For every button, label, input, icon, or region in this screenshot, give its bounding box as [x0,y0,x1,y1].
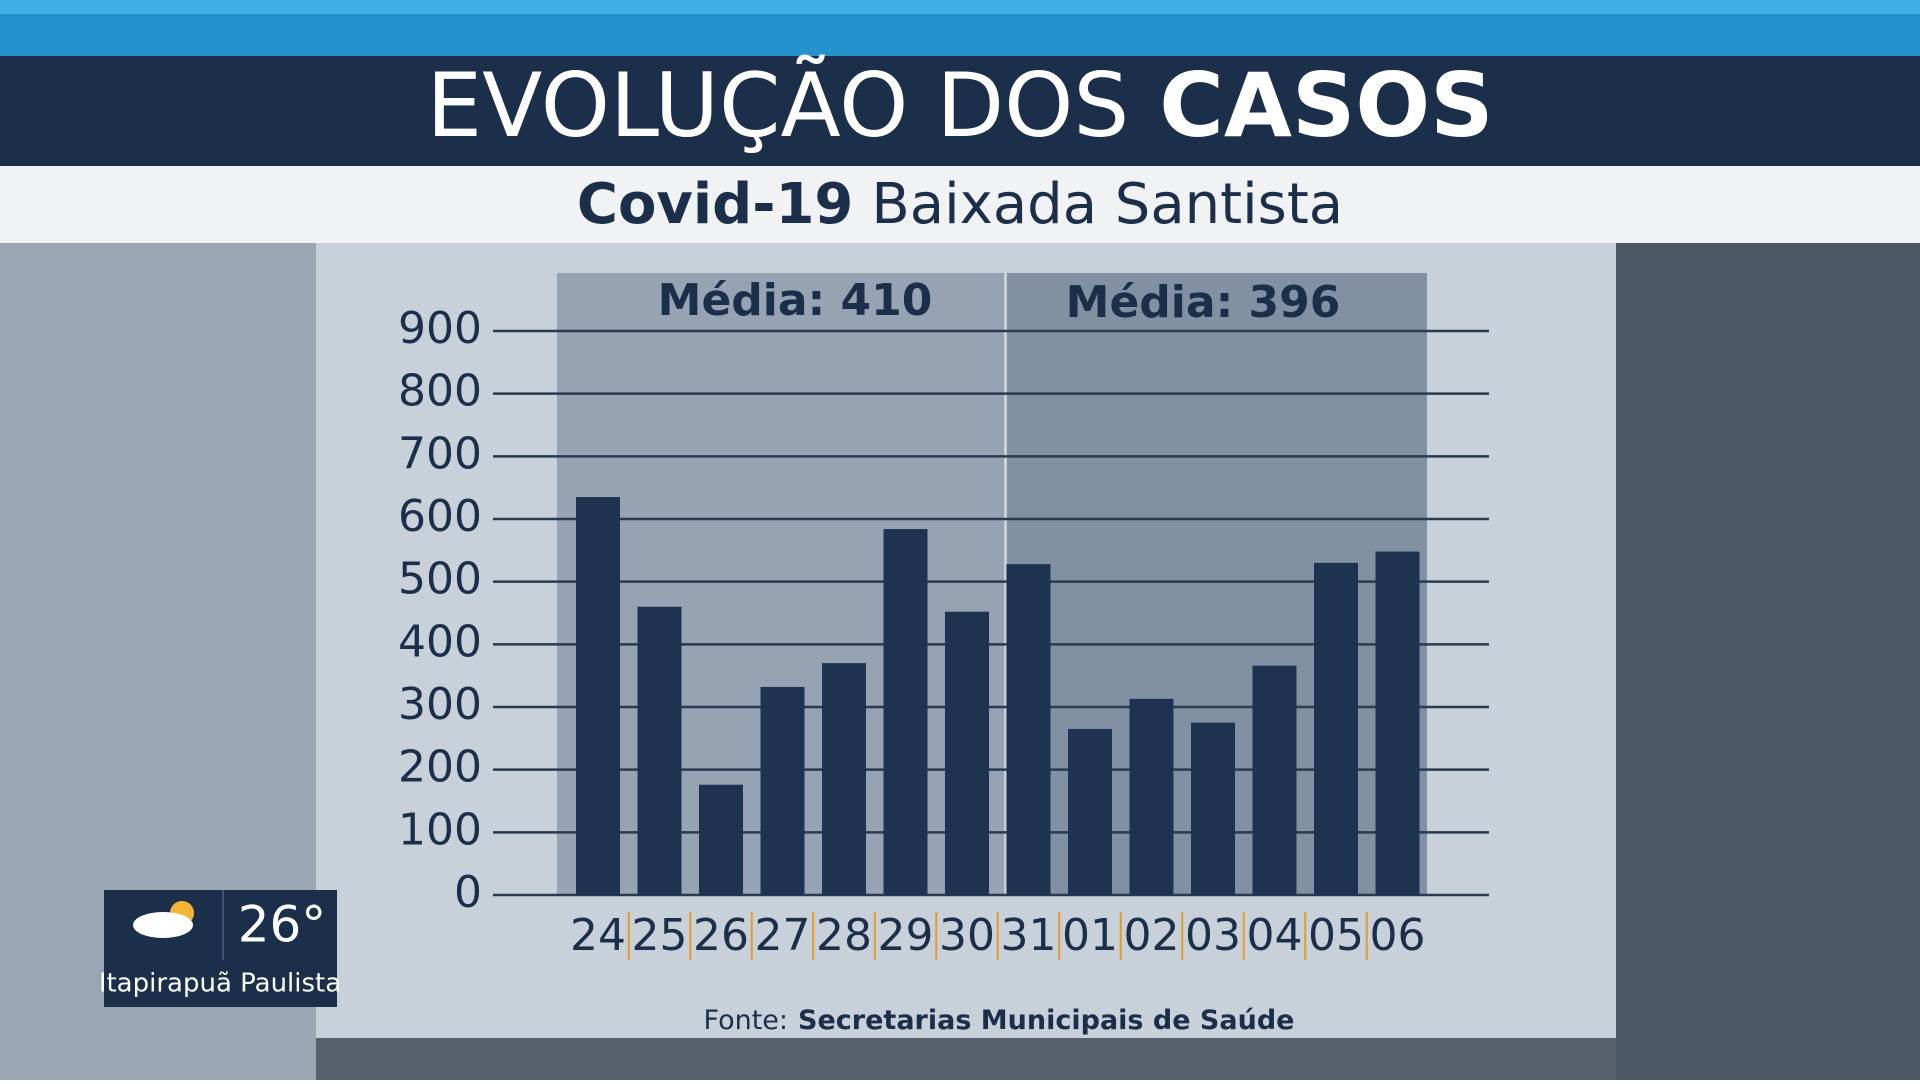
bar [883,529,928,895]
x-tick-label: 30 [939,910,995,961]
chart-subtitle: Covid-19 Baixada Santista [577,172,1343,237]
subtitle-bold: Covid-19 [577,172,854,237]
bar [576,497,620,895]
bar [760,686,805,895]
y-tick-label: 500 [398,554,482,605]
title-band [0,56,1920,166]
x-tick-label: 29 [878,910,934,961]
y-tick-label: 800 [398,366,482,417]
y-tick-label: 400 [398,616,482,667]
title-bold: CASOS [1159,54,1493,157]
weather-box [104,890,337,1007]
bar [1006,564,1051,895]
x-tick-label: 24 [570,910,626,961]
x-tick-label: 31 [1001,910,1057,961]
source-text: Secretarias Municipais de Saúde [798,1005,1294,1036]
bar [1314,562,1358,895]
subtitle-light: Baixada Santista [871,172,1343,237]
bar [822,663,866,895]
weather-divider [222,890,224,960]
x-tick-label: 02 [1124,910,1180,961]
side-right [1616,243,1920,1080]
y-tick-label: 0 [454,867,482,918]
y-tick-label: 200 [398,742,482,793]
bar [1129,698,1174,895]
bar [1252,665,1297,895]
source: Fonte: Secretarias Municipais de Saúde [704,1005,1295,1036]
chart-title: EVOLUÇÃO DOS CASOS [426,54,1493,157]
x-tick-label: 03 [1185,910,1241,961]
y-tick-label: 600 [398,491,482,542]
bar [637,606,682,895]
y-tick-label: 900 [398,303,482,354]
source-label: Fonte: [704,1005,789,1036]
annotation: Média: 410 [658,275,933,326]
bar [699,784,743,895]
top-band [0,0,1920,14]
bar [1375,551,1420,895]
x-tick-label: 27 [755,910,811,961]
title-light: EVOLUÇÃO DOS [426,54,1129,157]
cloud-icon [133,912,193,938]
x-tick-label: 05 [1308,910,1364,961]
y-tick-label: 300 [398,679,482,730]
y-tick-label: 100 [398,804,482,855]
bar [1191,722,1235,895]
x-tick-label: 04 [1247,910,1303,961]
subtitle-band [0,166,1920,243]
blue-band [0,14,1920,56]
weather: 26° Itapirapuã Paulista [99,890,341,1007]
x-tick-label: 26 [693,910,749,961]
bar [945,611,989,895]
location: Itapirapuã Paulista [99,969,341,999]
x-tick-label: 06 [1370,910,1426,961]
x-tick-label: 01 [1062,910,1118,961]
x-tick-label: 25 [632,910,688,961]
temperature: 26° [238,896,327,954]
annotation: Média: 396 [1066,277,1341,328]
bar [1068,728,1112,895]
y-tick-label: 700 [398,428,482,479]
x-tick-label: 28 [816,910,872,961]
